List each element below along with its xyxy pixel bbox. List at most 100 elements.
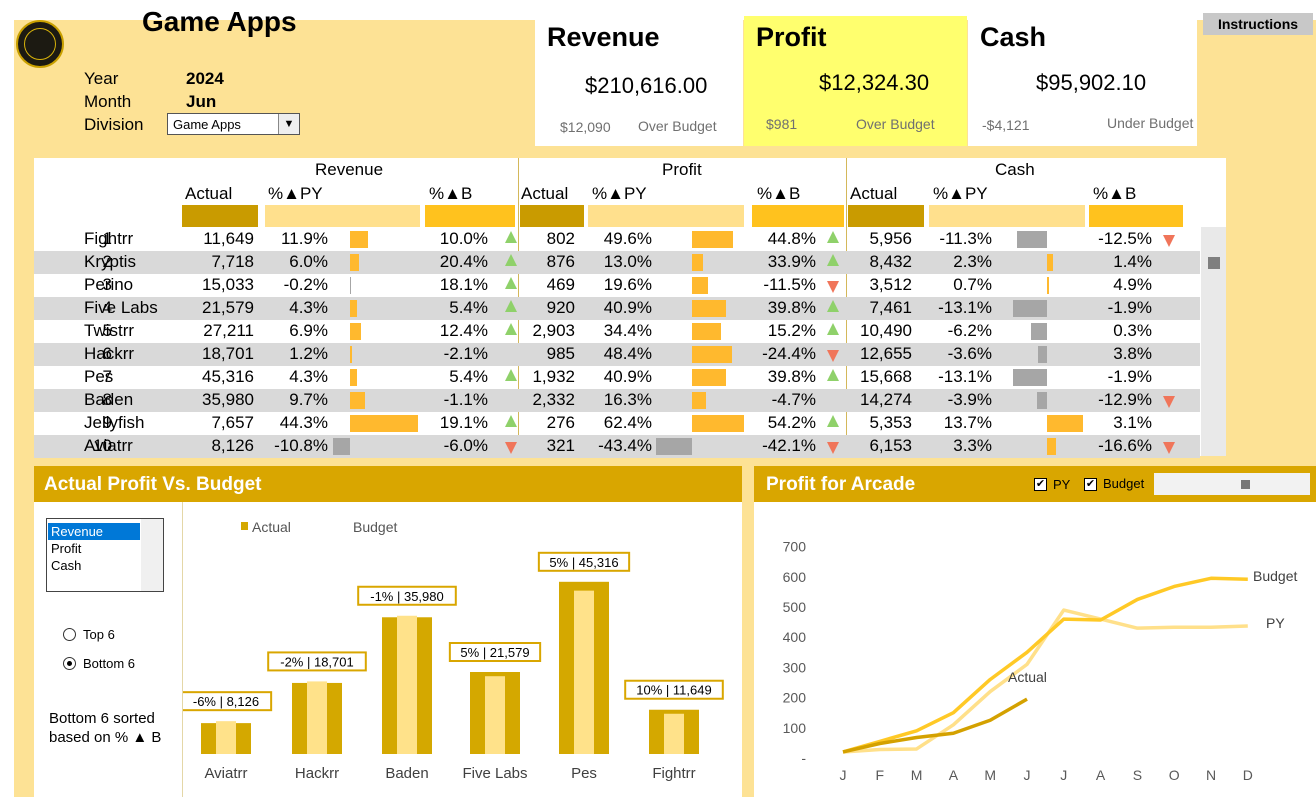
card-variance: -$4,121 <box>982 117 1030 133</box>
cash-b-cell: -12.9% <box>1098 390 1152 409</box>
scrollbar-thumb[interactable] <box>1241 480 1250 489</box>
legend-budget-label: Budget <box>353 519 397 535</box>
instructions-button[interactable]: Instructions <box>1203 13 1313 35</box>
legend-actual-label: Actual <box>252 519 291 535</box>
revenue-py-cell: 4.3% <box>289 367 328 386</box>
scrollbar-thumb[interactable] <box>1208 257 1220 269</box>
y-tick-label: 200 <box>783 690 807 706</box>
name-cell: Aviatrr <box>84 436 133 455</box>
budget-bar <box>574 590 594 754</box>
py-variance-bar <box>692 300 727 317</box>
y-tick-label: 300 <box>783 659 807 675</box>
revenue-py-cell: 11.9% <box>281 229 328 248</box>
col-header-actual: Actual <box>850 184 898 203</box>
py-variance-bar <box>1047 415 1083 432</box>
cash-actual-cell: 3,512 <box>869 275 912 294</box>
list-item-profit[interactable]: Profit <box>51 541 82 556</box>
cash-card: Cash $95,902.10 -$4,121 Under Budget <box>968 16 1197 146</box>
data-label-box <box>267 651 367 672</box>
radio-top-6[interactable] <box>63 628 76 641</box>
cash-actual-cell: 15,668 <box>860 367 912 386</box>
profit-b-cell: 54.2% <box>767 413 816 432</box>
year-value: 2024 <box>186 69 224 88</box>
cash-actual-cell: 6,153 <box>869 436 912 455</box>
profit-actual-cell: 876 <box>546 252 575 271</box>
y-tick-label: - <box>801 750 806 766</box>
triangle-down-icon <box>827 281 839 293</box>
revenue-b-cell: -2.1% <box>443 344 488 363</box>
py-variance-bar <box>350 415 418 432</box>
x-tick-label: N <box>1206 767 1216 783</box>
name-cell: Perino <box>84 275 134 294</box>
table-row: 10 Aviatrr 8,126 -10.8% -6.0% 321 -43.4% -42.1%… <box>34 435 1200 458</box>
logo-emblem-icon <box>24 28 56 60</box>
rank-cell: 6 <box>102 344 112 363</box>
table-row: 8 Baden 35,980 9.7% -1.1% 2,332 16.3% -4.7% 14,2… <box>34 389 1200 412</box>
triangle-down-icon <box>1163 396 1175 408</box>
listbox-scrollbar[interactable] <box>141 519 163 591</box>
revenue-actual-cell: 7,718 <box>211 252 254 271</box>
py-variance-bar <box>692 392 706 409</box>
triangle-up-icon <box>827 369 839 381</box>
card-status: Over Budget <box>856 116 935 132</box>
name-cell: Fightrr <box>84 229 134 248</box>
triangle-up-icon <box>827 300 839 312</box>
month-label: Month <box>84 92 132 111</box>
revenue-b-cell: 20.4% <box>439 252 488 271</box>
legend-actual-swatch <box>241 522 248 530</box>
header-band <box>588 205 744 227</box>
cash-actual-cell: 8,432 <box>869 252 912 271</box>
py-variance-bar <box>692 369 727 386</box>
triangle-up-icon <box>827 231 839 243</box>
metric-listbox[interactable]: Revenue Profit Cash <box>46 518 164 592</box>
col-header-actual: Actual <box>521 184 569 203</box>
name-cell: Jellyfish <box>84 413 145 432</box>
rank-cell: 4 <box>102 298 112 317</box>
division-scrollbar[interactable] <box>1154 473 1310 495</box>
profit-b-cell: 39.8% <box>767 367 816 386</box>
rank-cell: 3 <box>102 275 112 294</box>
profit-b-cell: -4.7% <box>771 390 816 409</box>
name-cell: Baden <box>84 390 134 409</box>
header-band <box>752 205 844 227</box>
header-band <box>1089 205 1183 227</box>
budget-checkbox[interactable]: ✔ <box>1084 478 1097 491</box>
budget-checkbox-label: Budget <box>1103 476 1145 491</box>
col-header-py: %▲PY <box>933 184 988 203</box>
cash-py-cell: -3.9% <box>947 390 992 409</box>
rank-cell: 2 <box>102 252 112 271</box>
py-variance-bar <box>349 277 351 294</box>
triangle-up-icon <box>827 415 839 427</box>
cash-b-cell: -1.9% <box>1107 298 1152 317</box>
cash-actual-cell: 12,655 <box>860 344 912 363</box>
profit-py-cell: -43.4% <box>598 436 652 455</box>
table-row: 1 Fightrr 11,649 11.9% 10.0% 802 49.6% 44.8% 5,9… <box>34 228 1200 251</box>
rank-cell: 7 <box>102 367 112 386</box>
py-variance-bar <box>350 392 365 409</box>
revenue-py-cell: -10.8% <box>274 436 328 455</box>
list-item-revenue[interactable]: Revenue <box>48 523 140 540</box>
table-row: 6 Hackrr 18,701 1.2% -2.1% 985 48.4% -24.4% 12,6… <box>34 343 1200 366</box>
division-dropdown[interactable]: Game Apps ▼ <box>167 113 300 135</box>
list-item-cash[interactable]: Cash <box>51 558 82 573</box>
py-checkbox[interactable]: ✔ <box>1034 478 1047 491</box>
table-row: 2 Kryptis 7,718 6.0% 20.4% 876 13.0% 33.9% 8,432… <box>34 251 1200 274</box>
triangle-up-icon <box>505 231 517 243</box>
radio-bottom-6[interactable] <box>63 657 76 670</box>
x-tick-label: M <box>984 767 996 783</box>
py-variance-bar <box>350 346 352 363</box>
card-title: Cash <box>980 22 1047 52</box>
py-variance-bar <box>692 231 734 248</box>
profit-actual-cell: 920 <box>546 298 575 317</box>
triangle-down-icon <box>827 350 839 362</box>
budget-series-label: Budget <box>1253 568 1297 584</box>
name-cell: Kryptis <box>84 252 136 271</box>
profit-actual-cell: 985 <box>546 344 575 363</box>
chevron-down-icon[interactable]: ▼ <box>278 114 299 134</box>
header-band <box>848 205 924 227</box>
profit-actual-cell: 276 <box>546 413 575 432</box>
profit-py-cell: 40.9% <box>603 298 652 317</box>
card-value: $95,902.10 <box>1036 70 1147 95</box>
cash-actual-cell: 5,353 <box>869 413 912 432</box>
page-title: Game Apps <box>142 6 297 37</box>
